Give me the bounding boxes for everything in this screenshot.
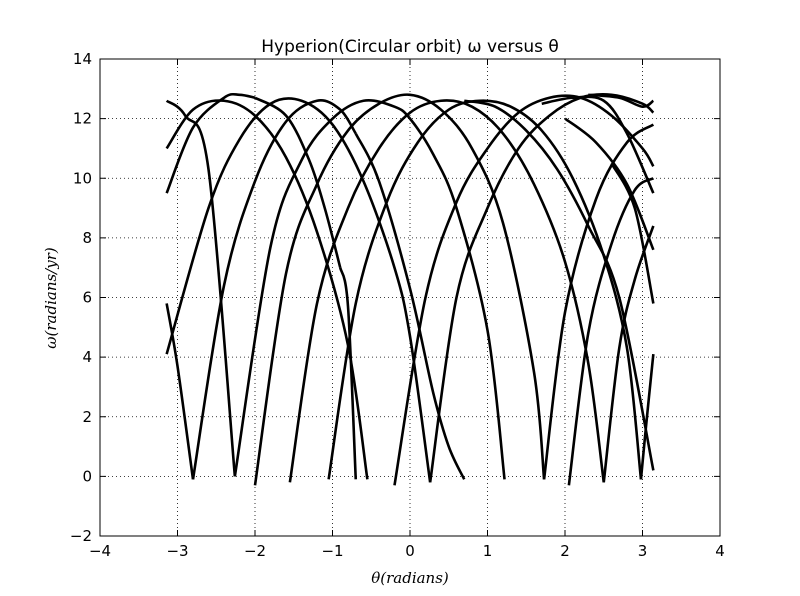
series-line-19 [639,354,655,480]
chart-title: Hyperion(Circular orbit) ω versus θ [261,37,559,57]
series-line-7 [165,92,256,194]
x-axis-label: θ(radians) [371,569,449,587]
series-line-20 [541,95,655,194]
series-line-15 [428,93,655,483]
series-line-4 [165,303,195,480]
x-tick-label: 0 [405,542,415,560]
series-line-1 [165,97,432,483]
series-line-24 [610,162,655,304]
series-line-12 [288,99,606,483]
series-line-3 [165,99,237,477]
series-line-23 [564,117,655,251]
y-tick-label: 0 [82,467,92,485]
data-series [165,92,655,486]
y-tick-label: 12 [73,110,92,128]
x-tick-label: −1 [321,542,343,560]
y-tick-label: −2 [70,527,92,545]
series-line-22 [588,93,655,109]
x-tick-label: 3 [638,542,648,560]
y-tick-label: 2 [82,408,92,426]
series-line-11 [253,93,546,486]
x-tick-label: −3 [166,542,188,560]
y-tick-label: 4 [82,348,92,366]
y-axis-label: ω(radians/yr) [42,247,60,349]
x-tick-label: 2 [560,542,570,560]
series-line-13 [327,99,643,480]
x-tick-label: −2 [244,542,266,560]
x-tick-label: 1 [483,542,493,560]
series-line-5 [191,99,357,480]
series-line-18 [602,225,655,483]
series-line-8 [254,96,342,269]
y-tick-label: 8 [82,229,92,247]
y-tick-label: 10 [73,169,92,187]
series-line-21 [464,99,655,471]
y-tick-label: 6 [82,289,92,307]
series-line-17 [567,177,655,486]
x-tick-label: −4 [89,542,111,560]
y-tick-label: 14 [73,50,92,68]
series-line-10 [233,99,506,480]
x-tick-label: 4 [715,542,725,560]
series-line-9 [338,267,358,480]
